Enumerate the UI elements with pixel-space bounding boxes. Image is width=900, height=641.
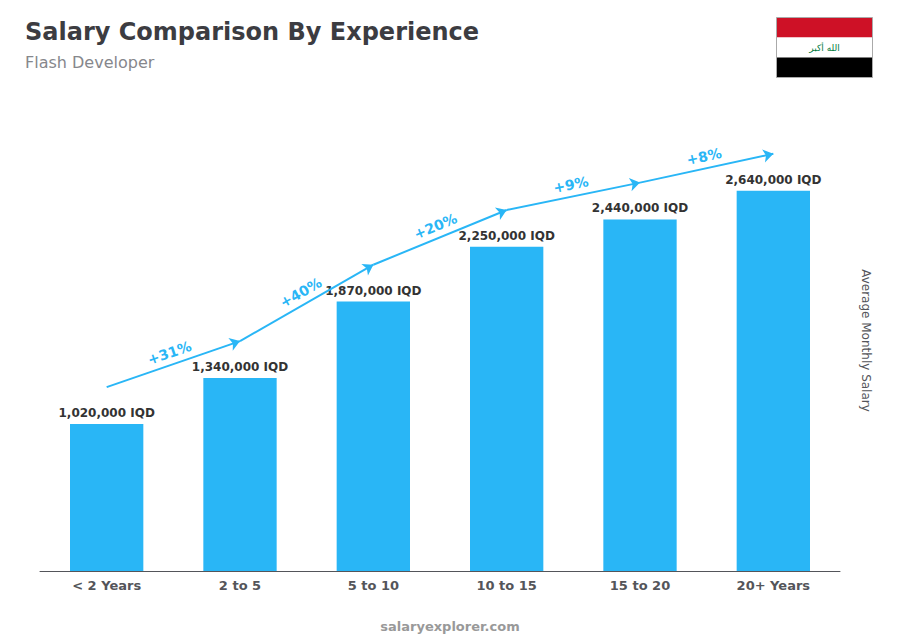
svg-text:+9%: +9%: [552, 173, 590, 196]
svg-text:20+ Years: 20+ Years: [737, 578, 811, 593]
svg-text:1,020,000 IQD: 1,020,000 IQD: [58, 406, 154, 420]
svg-text:2 to 5: 2 to 5: [219, 578, 261, 593]
svg-text:Average Monthly Salary: Average Monthly Salary: [859, 269, 873, 412]
svg-text:+8%: +8%: [685, 145, 723, 168]
svg-text:+40%: +40%: [277, 274, 324, 310]
svg-text:Flash Developer: Flash Developer: [25, 53, 155, 72]
svg-text:salaryexplorer.com: salaryexplorer.com: [380, 619, 519, 634]
svg-text:+20%: +20%: [411, 210, 459, 242]
svg-text:2,250,000 IQD: 2,250,000 IQD: [458, 229, 554, 243]
svg-text:الله أكبر: الله أكبر: [808, 42, 839, 53]
svg-text:< 2 Years: < 2 Years: [72, 578, 141, 593]
svg-text:2,640,000 IQD: 2,640,000 IQD: [725, 173, 821, 187]
svg-text:10 to 15: 10 to 15: [476, 578, 536, 593]
svg-text:15 to 20: 15 to 20: [610, 578, 670, 593]
svg-text:2,440,000 IQD: 2,440,000 IQD: [592, 201, 688, 215]
svg-text:5 to 10: 5 to 10: [348, 578, 399, 593]
svg-text:+31%: +31%: [145, 338, 193, 368]
svg-text:Salary Comparison By Experienc: Salary Comparison By Experience: [25, 18, 479, 46]
svg-text:1,870,000 IQD: 1,870,000 IQD: [325, 284, 421, 298]
svg-text:1,340,000 IQD: 1,340,000 IQD: [192, 360, 288, 374]
